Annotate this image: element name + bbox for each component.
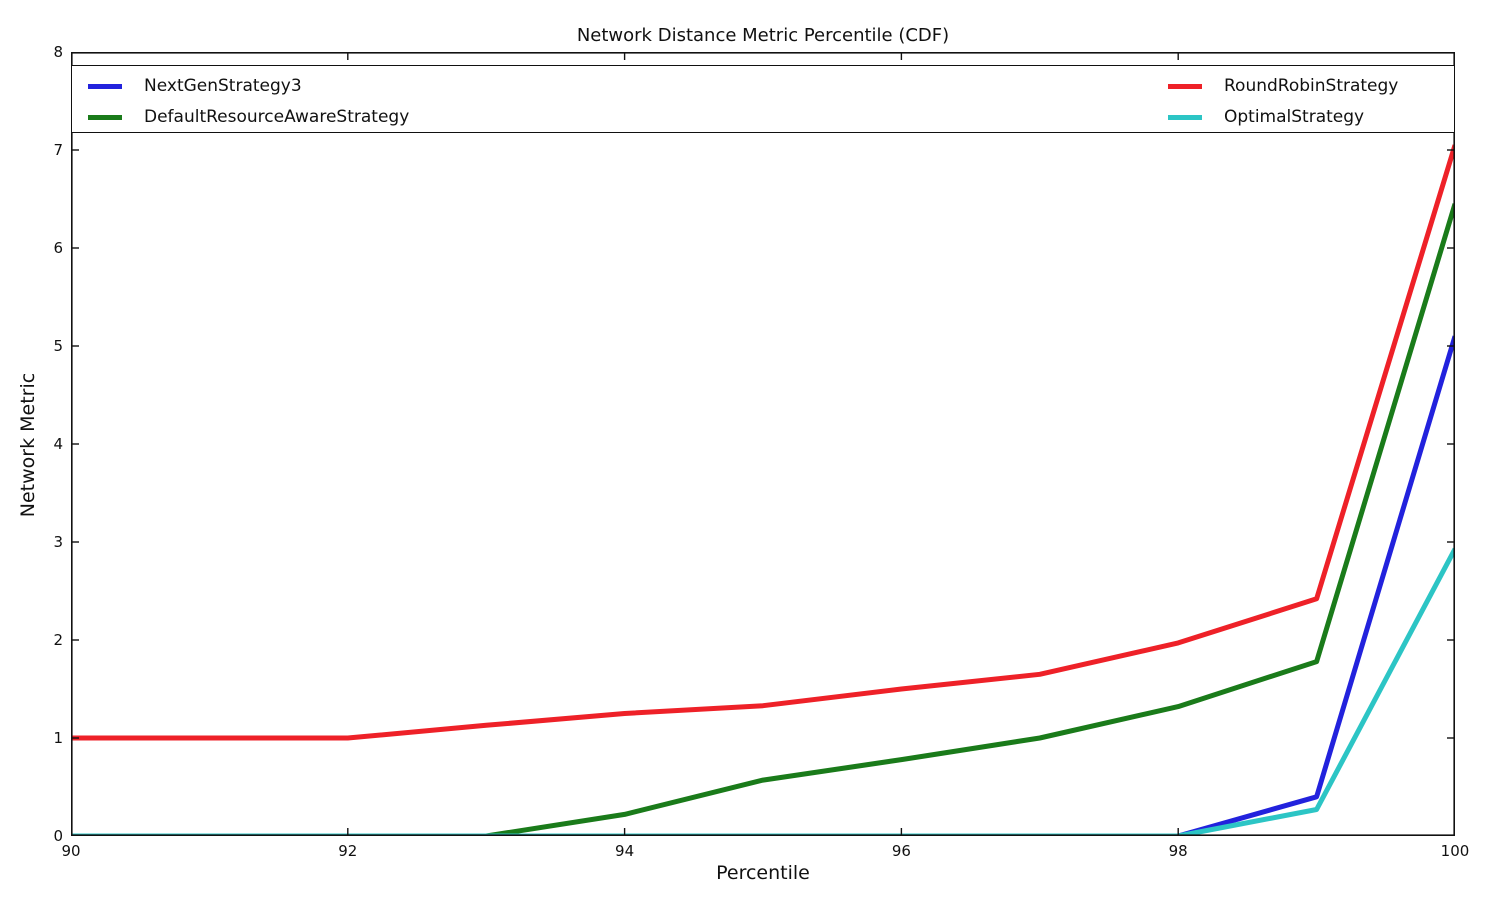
x-tick-label: 94 bbox=[615, 842, 635, 860]
legend-line-swatch-icon bbox=[88, 83, 122, 89]
y-tick-label: 4 bbox=[53, 435, 63, 453]
y-tick-label: 2 bbox=[53, 631, 63, 649]
y-tick-label: 5 bbox=[53, 337, 63, 355]
x-tick-label: 100 bbox=[1440, 842, 1470, 860]
legend-entry: NextGenStrategy3 bbox=[88, 71, 302, 101]
legend-label: RoundRobinStrategy bbox=[1224, 76, 1399, 96]
legend-label: DefaultResourceAwareStrategy bbox=[144, 107, 410, 127]
legend-entry: OptimalStrategy bbox=[1168, 102, 1364, 132]
chart-title: Network Distance Metric Percentile (CDF) bbox=[576, 25, 950, 46]
x-tick-label: 96 bbox=[891, 842, 911, 860]
y-tick-label: 7 bbox=[53, 141, 63, 159]
legend-line-swatch-icon bbox=[88, 114, 122, 120]
legend-label: OptimalStrategy bbox=[1224, 107, 1365, 127]
legend-line-swatch-icon bbox=[1168, 114, 1202, 120]
y-tick-label: 3 bbox=[53, 533, 63, 551]
plot-canvas bbox=[71, 52, 1455, 836]
series-line-DefaultResourceAwareStrategy bbox=[71, 203, 1455, 836]
legend-line-swatch-icon bbox=[1168, 83, 1202, 89]
y-tick-label: 0 bbox=[53, 827, 63, 845]
y-axis-label: Network Metric bbox=[17, 372, 39, 518]
legend-entry: RoundRobinStrategy bbox=[1168, 71, 1398, 101]
legend: NextGenStrategy3 DefaultResourceAwareStra… bbox=[71, 65, 1455, 133]
x-tick-label: 98 bbox=[1168, 842, 1188, 860]
series-line-NextGenStrategy3 bbox=[71, 335, 1455, 836]
plot-area: NextGenStrategy3 DefaultResourceAwareStra… bbox=[71, 52, 1455, 836]
x-tick-label: 92 bbox=[338, 842, 358, 860]
y-tick-label: 6 bbox=[53, 239, 63, 257]
legend-entry: DefaultResourceAwareStrategy bbox=[88, 102, 409, 132]
y-tick-label: 1 bbox=[53, 729, 63, 747]
series-line-RoundRobinStrategy bbox=[71, 144, 1455, 741]
series-line-OptimalStrategy bbox=[71, 547, 1455, 836]
legend-label: NextGenStrategy3 bbox=[144, 76, 302, 96]
y-tick-label: 8 bbox=[53, 43, 63, 61]
x-axis-label: Percentile bbox=[716, 862, 810, 884]
x-tick-label: 90 bbox=[61, 842, 81, 860]
axes-spines bbox=[71, 52, 1455, 836]
